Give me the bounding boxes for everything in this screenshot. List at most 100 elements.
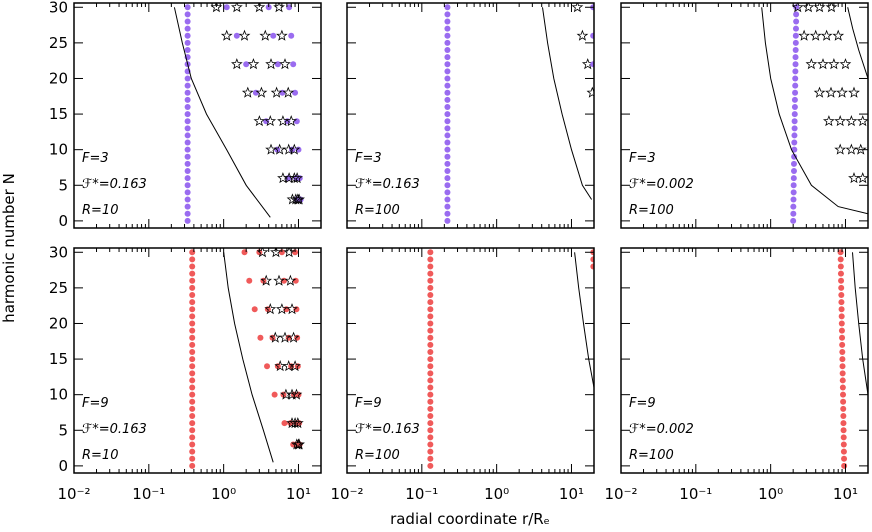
panel-frame [620, 247, 869, 474]
dot-point [257, 334, 264, 341]
dot-point [184, 160, 191, 167]
panel-annotation: ℱ*=0.002 [629, 422, 694, 437]
dot-point [793, 18, 800, 25]
star-point [220, 29, 233, 41]
dot-point [791, 139, 798, 146]
dot-point [427, 398, 434, 405]
dot-point [243, 61, 250, 68]
dot-point [427, 441, 434, 448]
dot-point [274, 61, 281, 68]
x-tick-label: 10⁰ [211, 485, 236, 503]
x-tick-label: 10¹ [559, 485, 584, 503]
dot-point [265, 4, 272, 11]
dot-point [189, 334, 196, 341]
star-point [264, 115, 277, 127]
dot-point [444, 111, 451, 118]
dot-point [184, 125, 191, 132]
dot-point [838, 320, 845, 327]
panel-annotation: F=3 [629, 151, 656, 166]
dot-point [271, 391, 278, 398]
plot-area [189, 248, 305, 469]
dot-point [444, 25, 451, 32]
dot-point [792, 32, 799, 39]
dot-point [444, 96, 451, 103]
dot-point [839, 377, 846, 384]
dot-point [184, 39, 191, 46]
curve [173, 7, 271, 218]
dot-point [189, 420, 196, 427]
star-point [275, 29, 288, 41]
curve [852, 252, 868, 395]
star-point [854, 143, 867, 155]
dot-point [427, 391, 434, 398]
dot-point [840, 391, 847, 398]
star-point [822, 115, 835, 127]
dot-point [444, 18, 451, 25]
dot-point [427, 256, 434, 263]
dot-point [427, 306, 434, 313]
dot-point [444, 175, 451, 182]
y-tick-label: 15 [49, 350, 68, 368]
plot-area [427, 249, 594, 469]
dot-point [184, 139, 191, 146]
dot-point [189, 370, 196, 377]
dot-point [223, 4, 230, 11]
dot-point [427, 377, 434, 384]
dot-point [840, 434, 847, 441]
dot-point [184, 111, 191, 118]
dot-point [427, 277, 434, 284]
star-point [231, 3, 243, 13]
panel-frame [346, 247, 595, 474]
y-tick-label: 20 [49, 69, 68, 87]
dot-point [444, 68, 451, 75]
dot-point [590, 263, 594, 270]
dot-point [792, 82, 799, 89]
x-tick-label: 10⁻² [57, 485, 90, 503]
star-point [820, 29, 833, 41]
x-tick-label: 10⁻¹ [679, 485, 712, 503]
star-point [288, 143, 301, 155]
star-point [848, 86, 860, 98]
dot-point [839, 348, 846, 355]
panel-frame [346, 2, 595, 229]
star-point [283, 248, 296, 258]
dot-point [444, 82, 451, 89]
curve [223, 252, 274, 463]
panel: 10⁻² 10⁻¹ 10⁰ 10¹ F=9 ℱ*=0.163 R=100 [330, 247, 595, 503]
dot-point [444, 168, 451, 175]
curve [574, 252, 594, 388]
star-point [798, 29, 811, 41]
dot-point [792, 75, 799, 82]
star-point [834, 115, 846, 127]
star-point [856, 115, 868, 127]
y-tick-label: 25 [49, 279, 68, 297]
star-point [259, 29, 272, 41]
panel-annotation: R=10 [82, 448, 118, 463]
dot-point [790, 196, 797, 203]
dot-point [427, 370, 434, 377]
y-tick-label: 20 [49, 314, 68, 332]
plot-area [761, 3, 868, 224]
dot-point [184, 89, 191, 96]
dot-point [427, 420, 434, 427]
y-tick-label: 5 [58, 421, 68, 439]
dot-point [293, 118, 300, 125]
dot-point [184, 96, 191, 103]
dot-point [292, 89, 299, 96]
dot-point [838, 284, 845, 291]
panel-annotation: ℱ*=0.163 [355, 177, 420, 192]
star-point [576, 29, 589, 41]
star-point [571, 3, 584, 13]
star-point [270, 248, 282, 258]
dot-point [791, 118, 798, 125]
dot-point [444, 11, 451, 18]
y-tick-label: 10 [49, 141, 68, 159]
dot-point [427, 462, 434, 469]
dot-point [251, 306, 258, 313]
dot-point [444, 146, 451, 153]
dot-point [444, 132, 451, 139]
dot-point [792, 89, 799, 96]
star-point [817, 58, 829, 70]
star-point [856, 172, 868, 184]
y-tick-label: 15 [49, 105, 68, 123]
